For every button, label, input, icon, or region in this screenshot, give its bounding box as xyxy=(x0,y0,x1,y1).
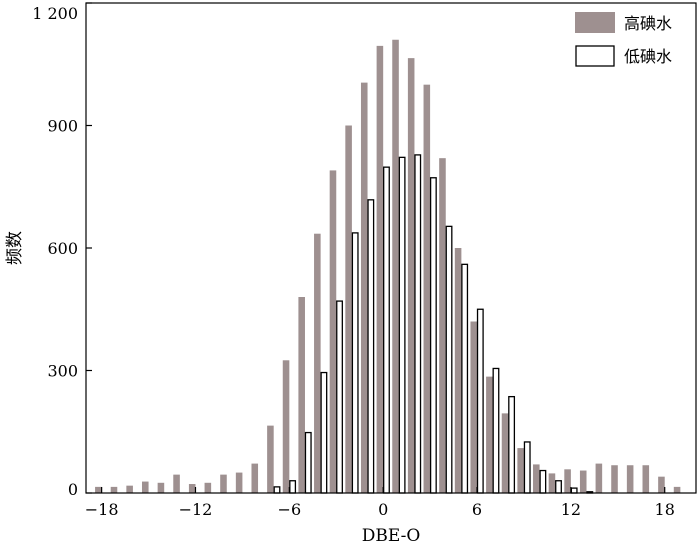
bar-low-iodine xyxy=(555,480,562,494)
x-tick-label: 12 xyxy=(561,500,581,519)
bar-high-iodine xyxy=(564,469,571,493)
x-axis-label: DBE-O xyxy=(362,526,421,546)
y-axis-label: 频数 xyxy=(5,231,25,265)
bar-low-iodine xyxy=(414,154,422,494)
bar-high-iodine xyxy=(360,82,368,493)
bar-low-iodine xyxy=(320,371,328,494)
bar-high-iodine xyxy=(126,485,133,493)
bar-high-iodine xyxy=(95,486,102,493)
bar-low-iodine xyxy=(273,486,281,494)
y-axis: 0 300 600 900 1 200 xyxy=(32,2,92,499)
bar-low-iodine xyxy=(445,225,453,494)
bar-high-iodine xyxy=(423,84,431,494)
bar-high-iodine xyxy=(376,45,384,493)
x-tick-label: −18 xyxy=(85,500,119,519)
legend-label-high-iodine: 高碘水 xyxy=(624,14,672,33)
bar-high-iodine xyxy=(298,297,305,493)
bar-high-iodine xyxy=(517,448,524,493)
legend: 高碘水 低碘水 xyxy=(575,12,672,67)
bar-high-iodine xyxy=(141,481,149,493)
bar-low-iodine xyxy=(429,177,437,494)
x-tick-label: 18 xyxy=(655,500,675,519)
bar-high-iodine xyxy=(407,58,415,493)
bar-low-iodine xyxy=(304,431,312,494)
bar-high-iodine xyxy=(658,476,665,493)
bar-high-iodine xyxy=(439,158,446,493)
x-tick-label: 0 xyxy=(378,500,388,519)
bar-high-iodine xyxy=(204,482,212,493)
bars-high-iodine xyxy=(95,39,681,494)
bar-high-iodine xyxy=(501,413,509,493)
bar-high-iodine xyxy=(267,425,274,493)
bars-low-iodine xyxy=(273,154,594,494)
bar-low-iodine xyxy=(492,367,500,494)
bar-low-iodine xyxy=(336,300,343,494)
bar-low-iodine xyxy=(398,156,406,494)
bar-low-iodine xyxy=(383,166,390,494)
bar-low-iodine xyxy=(523,441,531,494)
y-tick-label: 0 xyxy=(68,480,78,499)
bar-high-iodine xyxy=(329,170,337,493)
bar-low-iodine xyxy=(508,395,516,494)
x-tick-label: −12 xyxy=(179,500,213,519)
x-tick-label: −6 xyxy=(278,500,302,519)
bar-high-iodine xyxy=(611,465,618,493)
y-tick-label: 1 200 xyxy=(32,4,78,23)
plot-frame xyxy=(85,2,697,494)
bar-low-iodine xyxy=(570,487,578,494)
x-axis: −18 −12 −6 0 6 12 18 xyxy=(85,487,675,519)
bar-high-iodine xyxy=(235,472,243,493)
y-tick-label: 600 xyxy=(47,239,78,258)
y-tick-label: 300 xyxy=(47,362,78,381)
bar-high-iodine xyxy=(454,248,462,493)
bar-high-iodine xyxy=(673,486,681,493)
bar-low-iodine xyxy=(289,480,297,494)
bar-low-iodine xyxy=(351,232,359,494)
legend-label-low-iodine: 低碘水 xyxy=(624,47,672,66)
bar-high-iodine xyxy=(533,464,540,493)
bar-low-iodine xyxy=(367,199,375,494)
bar-high-iodine xyxy=(188,484,196,493)
bar-high-iodine xyxy=(486,376,493,493)
bar-high-iodine xyxy=(173,474,180,493)
bar-high-iodine xyxy=(282,360,290,493)
bar-high-iodine xyxy=(595,463,603,493)
bar-high-iodine xyxy=(548,473,556,493)
bar-high-iodine xyxy=(579,470,587,493)
bar-high-iodine xyxy=(470,321,478,493)
bar-high-iodine xyxy=(345,125,352,493)
bar-high-iodine xyxy=(626,465,634,493)
x-tick-label: 6 xyxy=(472,500,482,519)
bar-low-iodine xyxy=(476,308,484,494)
legend-swatch-low-iodine xyxy=(575,45,615,67)
legend-swatch-high-iodine xyxy=(575,12,615,33)
bar-high-iodine xyxy=(251,463,259,493)
bar-high-iodine xyxy=(220,474,227,493)
bar-high-iodine xyxy=(314,233,321,494)
bar-high-iodine xyxy=(157,482,165,493)
bar-high-iodine xyxy=(642,465,650,493)
y-tick-label: 900 xyxy=(47,117,78,136)
bar-high-iodine xyxy=(392,39,399,493)
bar-low-iodine xyxy=(461,263,469,494)
bar-low-iodine xyxy=(539,469,547,494)
bar-high-iodine xyxy=(110,486,118,493)
